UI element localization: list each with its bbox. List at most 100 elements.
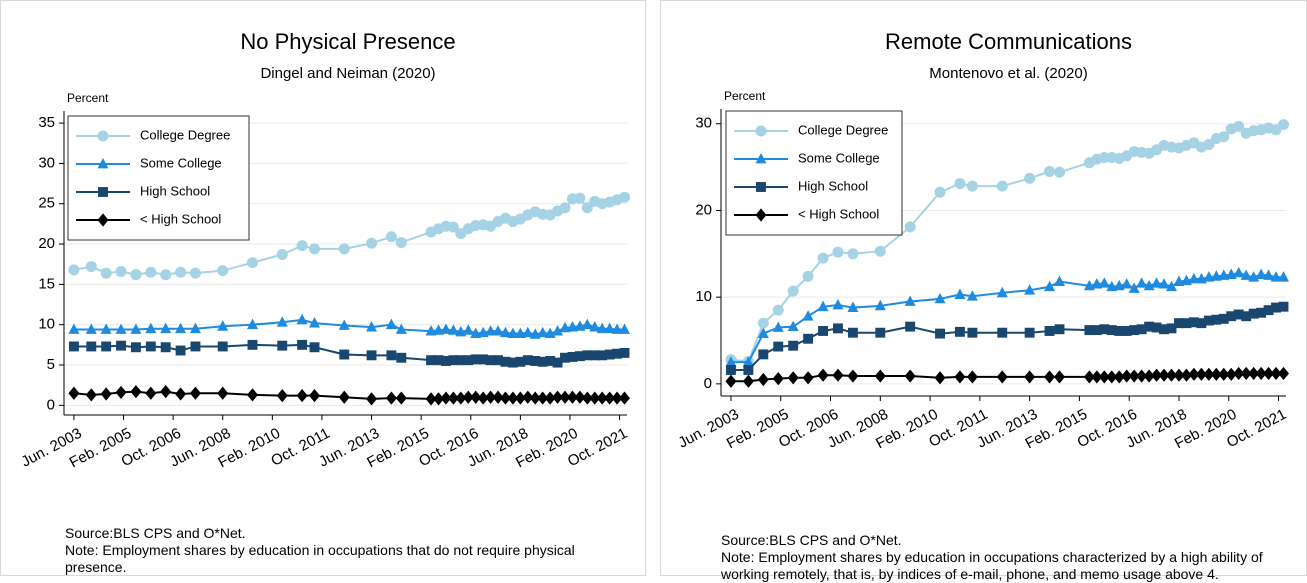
marker: [1195, 367, 1207, 381]
marker: [492, 390, 504, 404]
marker: [507, 391, 519, 405]
marker: [597, 350, 608, 361]
marker: [818, 326, 828, 336]
marker: [366, 237, 378, 249]
marker: [1091, 370, 1103, 384]
marker: [954, 178, 966, 190]
marker: [338, 243, 350, 255]
marker: [589, 321, 601, 332]
marker: [1180, 368, 1192, 382]
marker: [130, 385, 142, 399]
marker: [145, 266, 157, 278]
marker: [492, 325, 504, 336]
marker: [499, 326, 511, 338]
marker: [246, 318, 258, 330]
marker: [101, 341, 112, 352]
marker: [1144, 321, 1155, 332]
marker: [97, 130, 109, 142]
marker: [507, 357, 518, 368]
marker: [470, 327, 482, 338]
note: Note: Employment shares by education in …: [65, 542, 575, 575]
marker: [589, 391, 601, 405]
marker: [296, 389, 308, 403]
marker: [175, 322, 187, 334]
marker: [500, 356, 511, 367]
marker: [366, 392, 378, 406]
marker: [68, 264, 80, 276]
marker: [725, 356, 737, 367]
marker: [966, 290, 978, 301]
marker: [1121, 369, 1133, 383]
marker: [276, 249, 288, 261]
marker: [1159, 324, 1169, 335]
marker: [874, 369, 886, 383]
marker: [934, 371, 946, 385]
legend-label: Some College: [798, 150, 880, 165]
marker: [817, 300, 829, 312]
marker: [97, 157, 109, 169]
marker: [537, 391, 549, 405]
marker: [1248, 308, 1259, 319]
marker: [217, 386, 229, 400]
y-tick-label: 10: [38, 316, 55, 333]
marker: [485, 355, 496, 366]
marker: [1098, 370, 1110, 384]
marker: [552, 390, 564, 404]
marker: [1024, 284, 1036, 295]
marker: [1278, 271, 1290, 282]
marker: [130, 269, 142, 281]
marker: [100, 267, 112, 279]
marker: [463, 355, 474, 366]
marker: [545, 356, 556, 366]
marker: [788, 340, 799, 351]
marker: [85, 323, 97, 334]
marker: [514, 391, 526, 405]
marker: [1106, 325, 1117, 336]
marker: [175, 266, 187, 278]
marker: [1203, 271, 1215, 282]
marker: [1271, 302, 1281, 313]
marker: [395, 323, 407, 334]
marker: [1113, 370, 1125, 384]
marker: [582, 350, 593, 361]
chart-subtitle: Dingel and Neiman (2020): [260, 65, 435, 82]
marker: [276, 316, 288, 327]
marker: [954, 288, 966, 299]
marker: [743, 365, 754, 375]
marker: [462, 390, 474, 404]
marker: [1263, 366, 1275, 381]
marker: [1233, 309, 1244, 320]
marker: [1129, 325, 1140, 336]
marker: [100, 323, 112, 334]
marker: [477, 391, 489, 405]
marker: [803, 333, 814, 344]
series-line: [730, 271, 1284, 364]
series-line: [730, 305, 1284, 371]
marker: [755, 125, 767, 137]
marker: [1240, 269, 1252, 280]
marker: [581, 391, 593, 405]
marker: [530, 356, 541, 366]
marker: [757, 372, 769, 387]
marker: [455, 391, 467, 405]
marker: [1255, 268, 1267, 280]
marker: [145, 322, 157, 334]
marker: [385, 391, 397, 405]
marker: [338, 319, 350, 330]
marker: [1166, 280, 1178, 292]
marker: [847, 327, 858, 338]
marker: [1278, 366, 1290, 381]
marker: [904, 369, 916, 383]
marker: [1203, 139, 1215, 151]
marker: [726, 365, 736, 375]
marker: [787, 320, 799, 332]
marker: [175, 387, 187, 401]
marker: [478, 354, 489, 365]
marker: [1099, 324, 1110, 335]
marker: [493, 355, 503, 366]
marker: [574, 351, 585, 362]
marker: [1128, 369, 1140, 383]
marker: [935, 328, 945, 339]
marker: [758, 349, 769, 360]
